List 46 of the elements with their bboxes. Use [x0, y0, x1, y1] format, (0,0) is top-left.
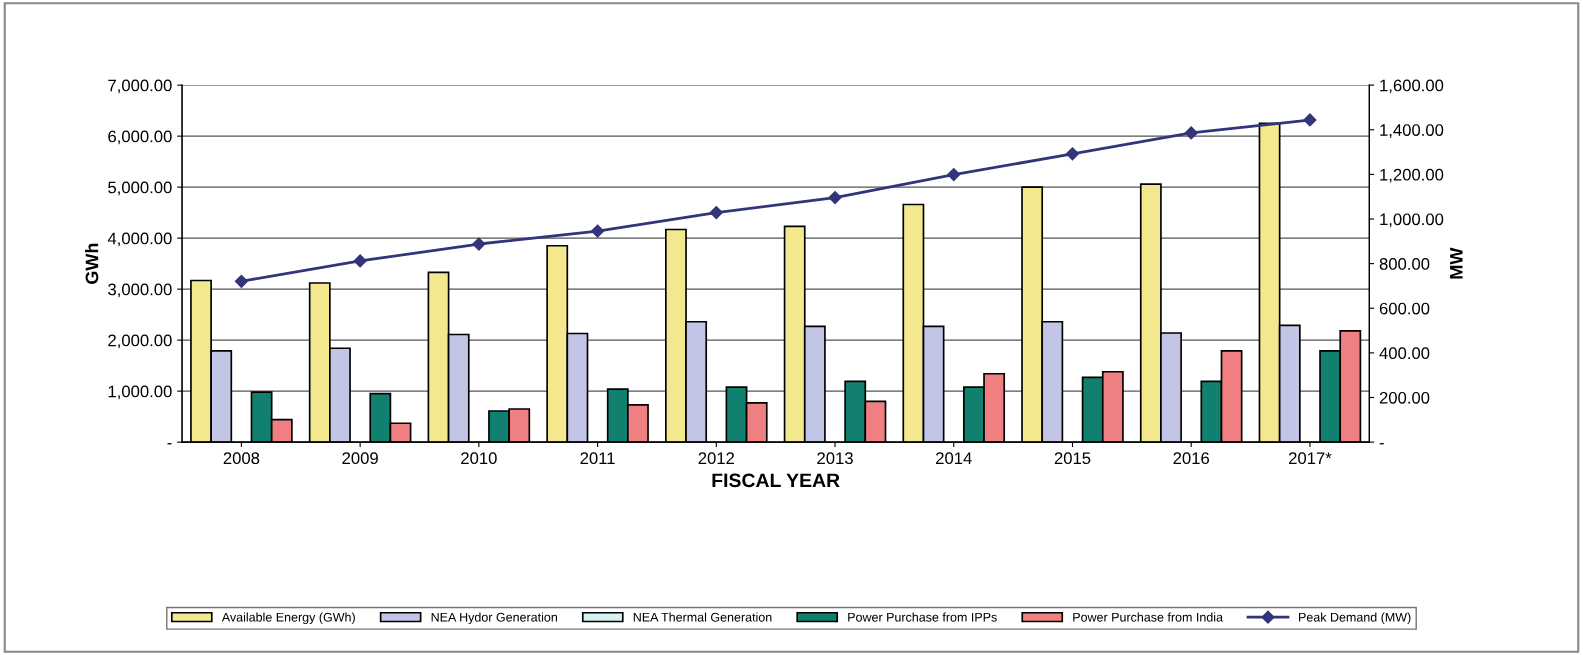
y-tick-label: 3,000.00	[108, 283, 172, 298]
legend-label: NEA Thermal Generation	[633, 612, 772, 622]
x-tick-label: 2014	[936, 452, 972, 465]
point	[1303, 113, 1317, 127]
x-tick-label: 2012	[698, 452, 735, 465]
x-tick-label: 2017*	[1288, 452, 1332, 465]
y2-tick-label: -	[1379, 443, 1384, 445]
x-tick-label: 2009	[342, 452, 378, 465]
point	[828, 191, 842, 205]
y2-tick-label: 1,000.00	[1380, 213, 1444, 228]
y-tick-label: 7,000.00	[108, 79, 172, 94]
point	[590, 224, 605, 238]
x-tick-label: 2015	[1054, 452, 1091, 465]
point	[472, 237, 486, 251]
x-axis-title: FISCAL YEAR	[712, 473, 840, 488]
y-tick-label: 6,000.00	[108, 130, 172, 145]
x-tick-label: 2016	[1173, 452, 1210, 465]
y-tick-label: -	[167, 443, 172, 445]
y-tick-label: 5,000.00	[108, 181, 172, 196]
legend-label: Available Energy (GWh)	[221, 612, 355, 625]
x-tick-label: 2010	[461, 452, 497, 465]
point	[1065, 147, 1080, 161]
legend-label: Peak Demand (MW)	[1299, 612, 1411, 625]
y-tick-label: 2,000.00	[108, 334, 172, 349]
y2-tick-label: 1,200.00	[1380, 168, 1444, 183]
y2-tick-label: 200.00	[1379, 391, 1430, 404]
point	[234, 274, 248, 288]
y2-tick-label: 1,400.00	[1380, 124, 1444, 138]
x-tick-label: 2011	[580, 452, 615, 465]
y-tick-label: 1,000.00	[108, 385, 172, 400]
legend-label: Power Purchase from India	[1073, 612, 1224, 622]
point	[353, 254, 367, 268]
y-axis-title: GWh	[85, 243, 99, 284]
y2-tick-label: 800.00	[1379, 258, 1430, 270]
x-tick-label: 2013	[817, 452, 853, 465]
point	[1184, 126, 1198, 140]
y2-axis-title: MW	[1450, 247, 1463, 279]
x-tick-label: 2008	[223, 452, 260, 465]
y-tick-label: 4,000.00	[107, 232, 172, 247]
legend-label: Power Purchase from IPPs	[848, 612, 997, 622]
y2-tick-label: 600.00	[1379, 302, 1430, 315]
y2-tick-label: 1,600.00	[1380, 79, 1444, 94]
point	[947, 168, 961, 182]
legend-label: NEA Hydor Generation	[431, 612, 557, 625]
y2-tick-label: 400.00	[1379, 347, 1430, 360]
point	[709, 205, 723, 220]
